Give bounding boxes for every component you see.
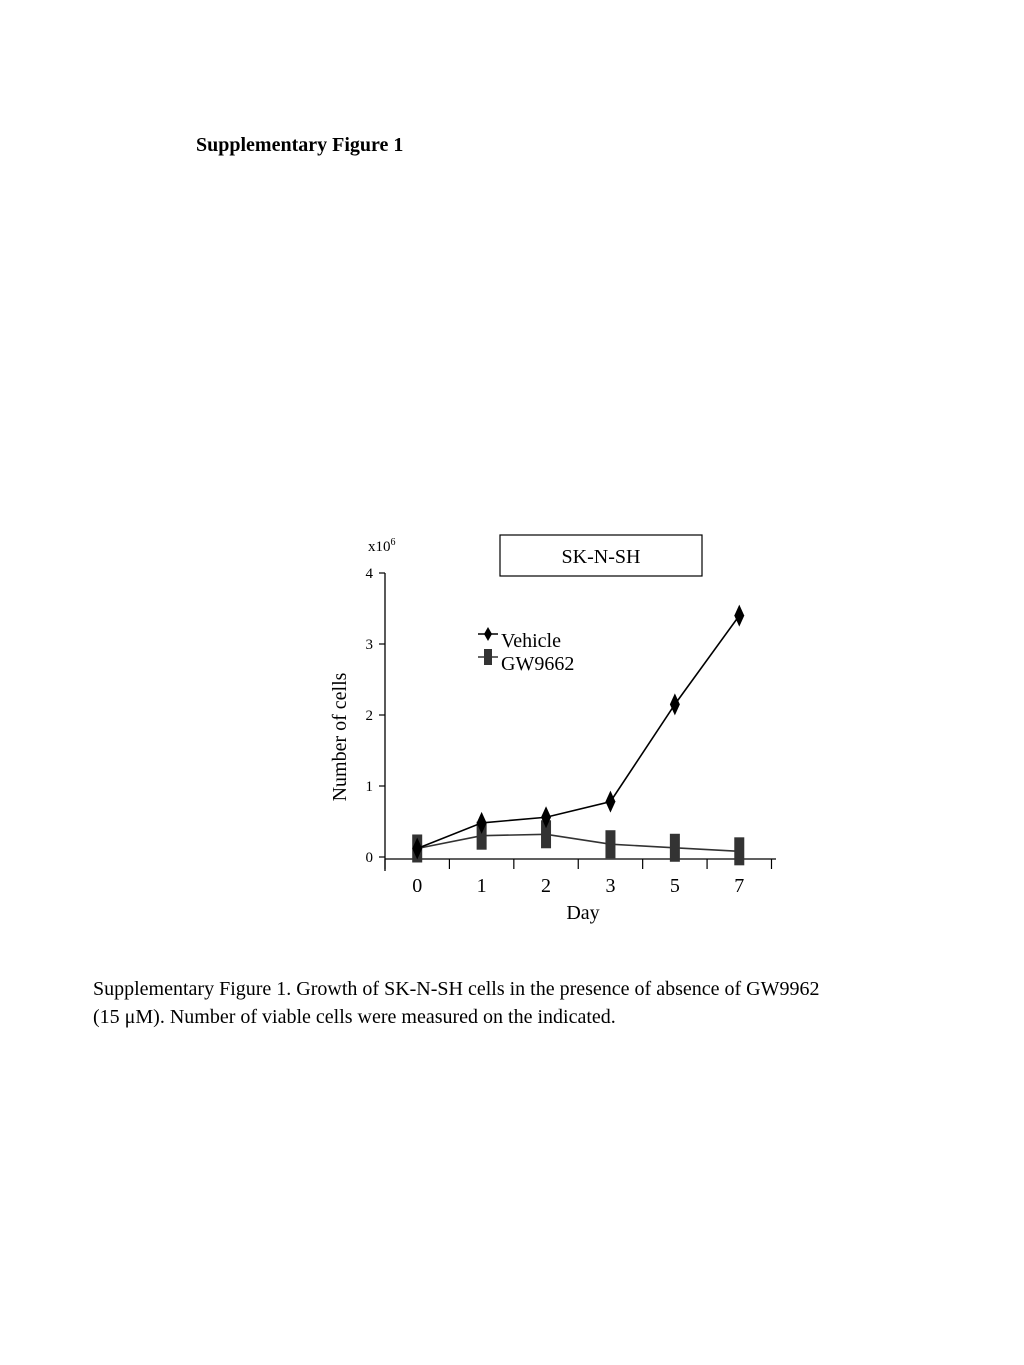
x-tick-label: 5 — [670, 875, 680, 897]
data-point-vehicle — [734, 604, 745, 627]
x-tick-label: 0 — [412, 875, 422, 897]
data-point-gw9662 — [605, 830, 616, 859]
y-tick-label: 3 — [366, 637, 374, 653]
data-point-vehicle — [476, 811, 487, 834]
caption-line-2: (15 μM). Number of viable cells were mea… — [93, 1006, 616, 1028]
figure-caption: Supplementary Figure 1. Growth of SK-N-S… — [93, 975, 943, 1031]
x-axis-label: Day — [566, 902, 599, 924]
data-point-gw9662 — [541, 820, 552, 849]
y-tick-label: 4 — [366, 566, 374, 582]
y-tick-label: 0 — [366, 850, 374, 866]
series-line — [416, 615, 740, 850]
data-point-vehicle — [412, 837, 423, 860]
data-point-gw9662 — [669, 833, 680, 862]
caption-line-1: Supplementary Figure 1. Growth of SK-N-S… — [93, 978, 820, 1000]
x-tick-label: 1 — [477, 875, 487, 897]
legend-label: GW9662 — [501, 653, 574, 675]
chart-title: SK-N-SH — [562, 546, 641, 568]
x-tick-label: 7 — [734, 875, 744, 897]
y-multiplier-exponent: 6 — [391, 537, 396, 548]
data-point-vehicle — [669, 693, 680, 716]
data-point-gw9662 — [734, 837, 745, 866]
series-line — [417, 833, 740, 853]
data-point-gw9662 — [476, 821, 487, 850]
data-point-vehicle — [541, 806, 552, 829]
data-point-vehicle — [605, 790, 616, 813]
x-tick-label: 2 — [541, 875, 551, 897]
legend-label: Vehicle — [501, 630, 561, 652]
y-tick-label: 2 — [366, 708, 374, 724]
figure-heading: Supplementary Figure 1 — [196, 134, 404, 156]
legend-marker-vehicle — [484, 627, 492, 641]
growth-chart: SK-N-SH x106 Number of cells Day 0 1 2 3 4 0… — [329, 534, 776, 924]
y-multiplier: x106 — [368, 537, 396, 555]
y-axis-label: Number of cells — [329, 672, 351, 801]
chart-figure: SK-N-SH x106 Number of cells Day 0 1 2 3 4 0… — [300, 525, 800, 935]
y-multiplier-base: x10 — [368, 539, 391, 555]
legend-marker-gw9662 — [484, 649, 492, 665]
x-tick-label: 3 — [605, 875, 615, 897]
y-tick-label: 1 — [366, 779, 374, 795]
series-vehicle — [412, 604, 745, 860]
chart-title-box — [499, 534, 703, 577]
